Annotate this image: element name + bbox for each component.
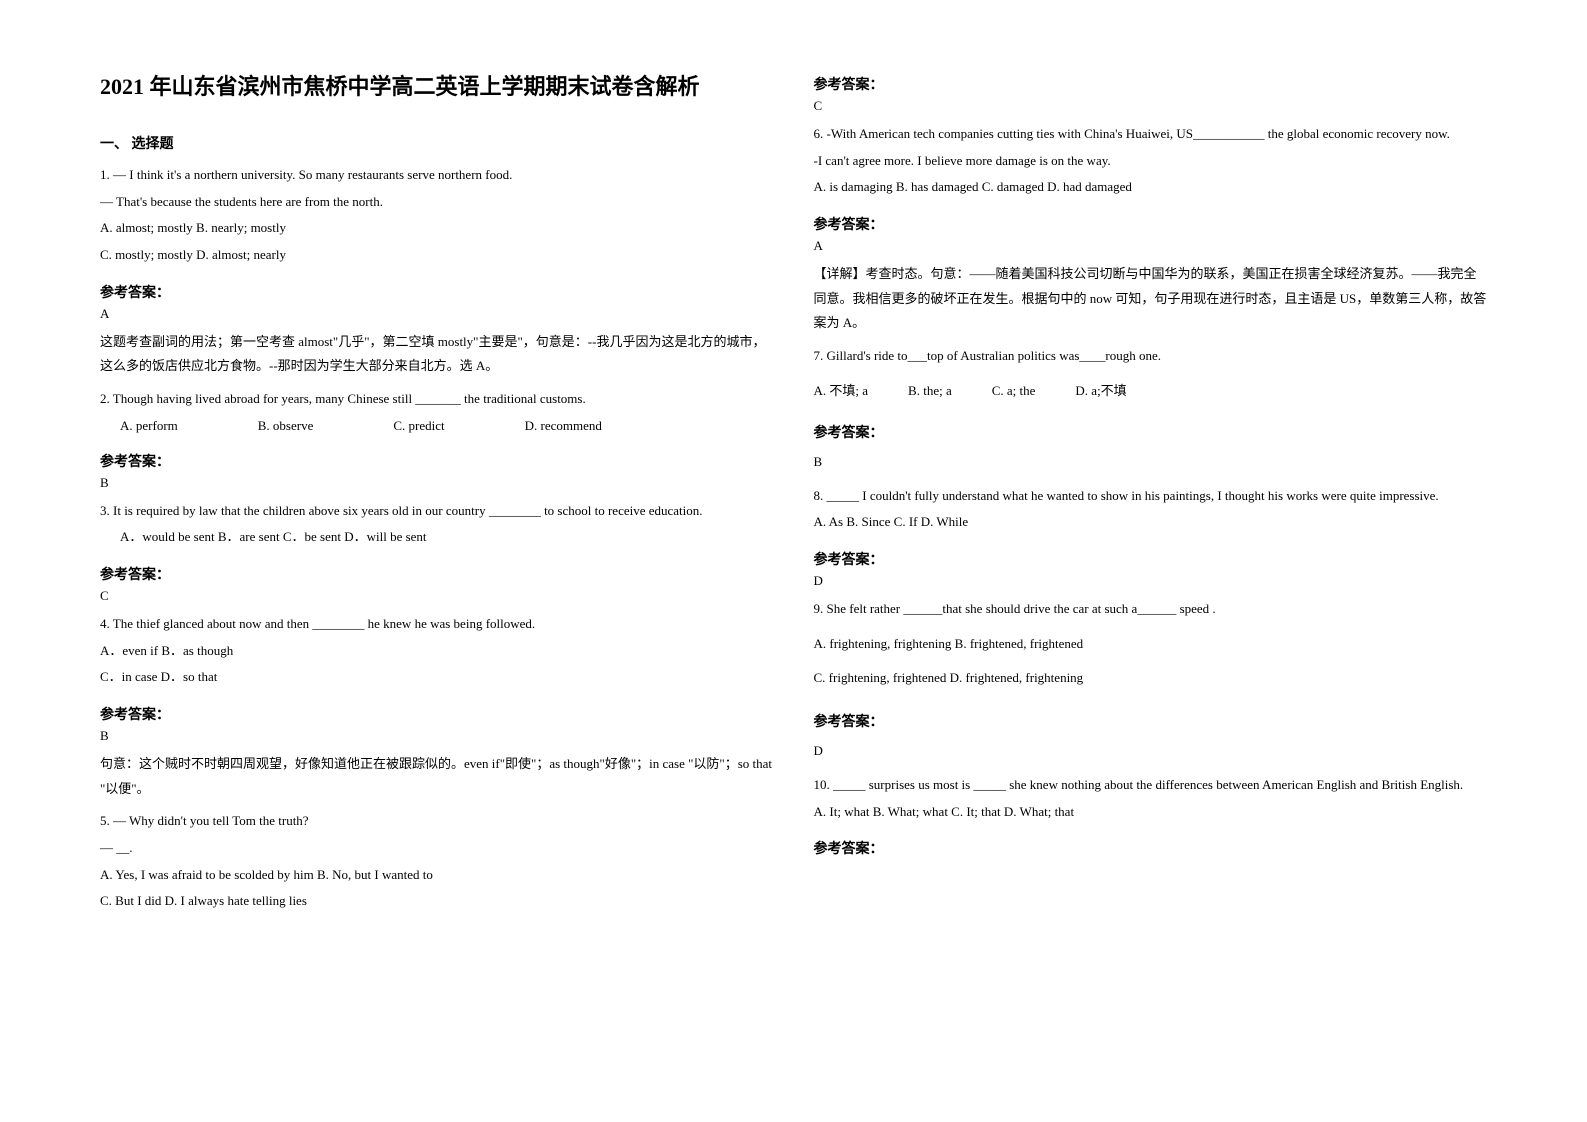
answer-label: 参考答案： [814, 214, 1488, 234]
question-text: 5. — Why didn't you tell Tom the truth? [100, 809, 774, 834]
explanation: 句意：这个贼时不时朝四周观望，好像知道他正在被跟踪似的。even if"即使"；… [100, 752, 774, 801]
right-column: 参考答案： C 6. -With American tech companies… [814, 70, 1488, 1052]
answer-value: B [100, 475, 774, 491]
question-options: A. It; what B. What; what C. It; that D.… [814, 800, 1488, 825]
question-options: C. frightening, frightened D. frightened… [814, 666, 1488, 691]
question-options: A．even if B．as though [100, 639, 774, 664]
answer-value: A [814, 238, 1488, 254]
answer-value: C [814, 98, 1488, 114]
answer-label: 参考答案： [100, 282, 774, 302]
answer-value: A [100, 306, 774, 322]
question-text: — That's because the students here are f… [100, 190, 774, 215]
question-4: 4. The thief glanced about now and then … [100, 612, 774, 692]
question-options: A. 不填; a B. the; a C. a; the D. a;不填 [814, 379, 1488, 404]
option-a: A. 不填; a [814, 379, 869, 404]
question-2: 2. Though having lived abroad for years,… [100, 387, 774, 438]
question-6: 6. -With American tech companies cutting… [814, 122, 1488, 202]
question-options: C．in case D．so that [100, 665, 774, 690]
answer-label: 参考答案： [100, 704, 774, 724]
answer-value: B [100, 728, 774, 744]
question-text: 9. She felt rather ______that she should… [814, 597, 1488, 622]
question-text: 3. It is required by law that the childr… [100, 499, 774, 524]
question-text: 4. The thief glanced about now and then … [100, 612, 774, 637]
question-text: 7. Gillard's ride to___top of Australian… [814, 344, 1488, 369]
question-5: 5. — Why didn't you tell Tom the truth? … [100, 809, 774, 916]
question-options: A. frightening, frightening B. frightene… [814, 632, 1488, 657]
explanation: 这题考查副词的用法；第一空考查 almost"几乎"，第二空填 mostly"主… [100, 330, 774, 379]
question-options: A. perform B. observe C. predict D. reco… [100, 414, 774, 439]
question-options: C. But I did D. I always hate telling li… [100, 889, 774, 914]
question-options: A. is damaging B. has damaged C. damaged… [814, 175, 1488, 200]
question-1: 1. — I think it's a northern university.… [100, 163, 774, 270]
option-b: B. observe [258, 414, 314, 439]
exam-title: 2021 年山东省滨州市焦桥中学高二英语上学期期末试卷含解析 [100, 70, 774, 103]
question-text: 2. Though having lived abroad for years,… [100, 387, 774, 412]
question-options: A. Yes, I was afraid to be scolded by hi… [100, 863, 774, 888]
answer-label: 参考答案： [814, 838, 1488, 858]
question-text: 6. -With American tech companies cutting… [814, 122, 1488, 147]
answer-value: D [814, 743, 1488, 759]
question-options: A. almost; mostly B. nearly; mostly [100, 216, 774, 241]
option-c: C. predict [393, 414, 444, 439]
answer-label: 参考答案： [814, 74, 1488, 94]
question-text: -I can't agree more. I believe more dama… [814, 149, 1488, 174]
section-header: 一、 选择题 [100, 133, 774, 153]
answer-label: 参考答案： [100, 451, 774, 471]
option-d: D. recommend [525, 414, 602, 439]
question-text: 1. — I think it's a northern university.… [100, 163, 774, 188]
answer-label: 参考答案： [814, 422, 1488, 442]
question-options: A. As B. Since C. If D. While [814, 510, 1488, 535]
question-8: 8. _____ I couldn't fully understand wha… [814, 484, 1488, 537]
answer-value: C [100, 588, 774, 604]
question-9: 9. She felt rather ______that she should… [814, 597, 1488, 693]
option-d: D. a;不填 [1075, 379, 1126, 404]
option-c: C. a; the [992, 379, 1036, 404]
question-text: — __. [100, 836, 774, 861]
answer-label: 参考答案： [100, 564, 774, 584]
left-column: 2021 年山东省滨州市焦桥中学高二英语上学期期末试卷含解析 一、 选择题 1.… [100, 70, 774, 1052]
question-3: 3. It is required by law that the childr… [100, 499, 774, 552]
answer-label: 参考答案： [814, 711, 1488, 731]
question-text: 10. _____ surprises us most is _____ she… [814, 773, 1488, 798]
question-text: 8. _____ I couldn't fully understand wha… [814, 484, 1488, 509]
answer-value: D [814, 573, 1488, 589]
question-10: 10. _____ surprises us most is _____ she… [814, 773, 1488, 826]
answer-value: B [814, 454, 1488, 470]
explanation: 【详解】考查时态。句意：——随着美国科技公司切断与中国华为的联系，美国正在损害全… [814, 262, 1488, 336]
answer-label: 参考答案： [814, 549, 1488, 569]
question-options: A．would be sent B．are sent C．be sent D．w… [100, 525, 774, 550]
question-options: C. mostly; mostly D. almost; nearly [100, 243, 774, 268]
question-7: 7. Gillard's ride to___top of Australian… [814, 344, 1488, 403]
option-a: A. perform [120, 414, 178, 439]
option-b: B. the; a [908, 379, 952, 404]
